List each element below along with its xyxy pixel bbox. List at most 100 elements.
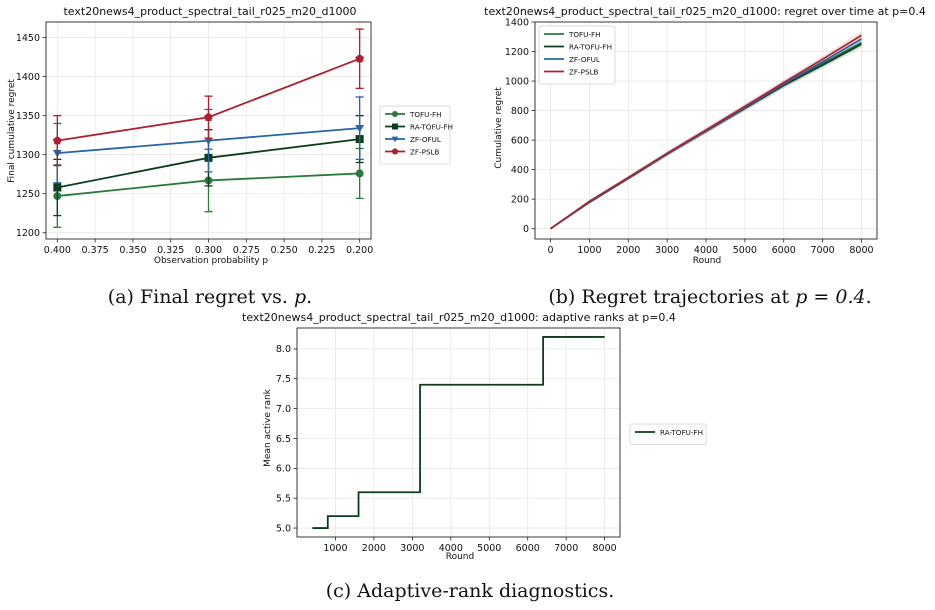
chart-b-xtick-label: 5000 xyxy=(733,245,757,256)
chart-c-ticks: 1000 2000 3000 4000 5000 6000 7000 8000 5.0 5.5 6.… xyxy=(276,344,617,554)
caption-b-suffix: . xyxy=(865,286,872,308)
chart-a-ytick-label: 1250 xyxy=(16,189,40,200)
caption-a: (a) Final regret vs. p. xyxy=(80,286,340,308)
chart-c-grid xyxy=(297,328,620,537)
chart-b-ytick-label: 1000 xyxy=(505,76,529,87)
caption-c: (c) Adaptive-rank diagnostics. xyxy=(310,580,630,602)
chart-a-xtick-label: 0.275 xyxy=(233,245,260,256)
series-line-ra-tofu-fh xyxy=(312,336,605,529)
chart-c-legend-frame xyxy=(629,423,707,445)
chart-b-xtick-label: 2000 xyxy=(616,245,640,256)
caption-a-prefix: (a) Final regret vs. xyxy=(107,286,294,308)
chart-adaptive-ranks: text20news4_product_spectral_tail_r025_m… xyxy=(242,311,707,562)
chart-a-xtick-label: 0.300 xyxy=(195,245,222,256)
chart-b-ylabel: Cumulative regret xyxy=(494,87,504,169)
chart-a-legend: TOFU-FH RA-TOFU-FH ZF-OFUL ZF-PSLB xyxy=(379,105,453,165)
chart-b-ytick-label: 400 xyxy=(511,165,529,176)
chart-b-legend: TOFU-FH RA-TOFU-FH ZF-OFUL ZF-PSLB xyxy=(538,25,616,85)
chart-c-ytick-label: 6.5 xyxy=(276,434,291,445)
chart-a-legend-frame xyxy=(379,105,451,165)
chart-c-xtick-label: 2000 xyxy=(362,543,386,554)
chart-b-xtick-label: 4000 xyxy=(694,245,718,256)
chart-b-xtick-label: 3000 xyxy=(655,245,679,256)
chart-c-xtick-label: 1000 xyxy=(323,543,347,554)
chart-b-legend-frame xyxy=(538,25,616,85)
band-ra-tofu-fh xyxy=(550,40,862,229)
chart-a-ytick-label: 1350 xyxy=(16,111,40,122)
chart-c-xtick-label: 5000 xyxy=(477,543,501,554)
chart-b-legend-label-zf-oful: ZF-OFUL xyxy=(569,55,600,64)
chart-a-ylabel: Final cumulative regret xyxy=(7,79,17,183)
caption-b-math: p = 0.4 xyxy=(795,286,866,308)
chart-a-xtick-label: 0.225 xyxy=(308,245,335,256)
chart-a-legend-marker-ra-tofu-fh xyxy=(392,123,398,130)
chart-a-title: text20news4_product_spectral_tail_r025_m… xyxy=(63,5,356,18)
chart-c-xtick-label: 7000 xyxy=(554,543,578,554)
chart-b-legend-label-zf-pslb: ZF-PSLB xyxy=(569,68,599,77)
point-zf-pslb xyxy=(355,54,365,63)
chart-b-ticks: 0 1000 2000 3000 4000 5000 6000 7000 8000 0 200 400… xyxy=(505,17,874,256)
point-zf-pslb xyxy=(204,112,213,121)
chart-c-ylabel: Mean active rank xyxy=(263,388,273,467)
chart-c-frame xyxy=(296,327,621,538)
chart-c-title: text20news4_product_spectral_tail_r025_m… xyxy=(242,311,676,324)
chart-final-regret: text20news4_product_spectral_tail_r025_m… xyxy=(7,5,453,266)
point-zf-pslb xyxy=(52,136,62,145)
chart-a-xtick-label: 0.325 xyxy=(157,245,184,256)
chart-regret-trajectories: text20news4_product_spectral_tail_r025_m… xyxy=(484,5,926,266)
chart-a-legend-label-ra-tofu-fh: RA-TOFU-FH xyxy=(410,123,453,132)
chart-c-ytick-label: 5.5 xyxy=(276,493,291,504)
chart-b-ytick-label: 200 xyxy=(511,194,529,205)
chart-a-legend-marker-tofu-fh xyxy=(392,111,398,117)
chart-a-xtick-label: 0.350 xyxy=(119,245,146,256)
chart-b-marks xyxy=(550,31,862,230)
chart-b-ytick-label: 0 xyxy=(523,224,529,235)
chart-b-title: text20news4_product_spectral_tail_r025_m… xyxy=(484,5,926,18)
chart-c-marks xyxy=(312,336,605,529)
series-line-zf-pslb xyxy=(550,34,862,230)
band-tofu-fh xyxy=(550,39,862,229)
chart-a-ytick-label: 1400 xyxy=(16,72,40,83)
chart-c-xtick-label: 8000 xyxy=(593,543,617,554)
chart-a-xtick-label: 0.400 xyxy=(44,245,71,256)
chart-c-xtick-label: 6000 xyxy=(516,543,540,554)
chart-a-legend-marker-zf-pslb xyxy=(391,148,399,155)
chart-b-xlabel: Round xyxy=(693,256,721,266)
point-zf-oful xyxy=(355,124,365,133)
chart-c-legend-label-ra-tofu-fh: RA-TOFU-FH xyxy=(660,428,703,437)
chart-c-ytick-label: 8.0 xyxy=(276,344,291,355)
chart-a-ticks: 0.400 0.375 0.350 0.325 0.300 0.275 0.250 0.225… xyxy=(16,33,373,256)
chart-a-legend-label-tofu-fh: TOFU-FH xyxy=(409,110,442,119)
chart-a-xtick-label: 0.250 xyxy=(270,245,297,256)
chart-a-ytick-label: 1200 xyxy=(16,228,40,239)
caption-a-suffix: . xyxy=(306,286,313,308)
chart-b-xtick-label: 8000 xyxy=(849,245,873,256)
chart-a-ytick-label: 1450 xyxy=(16,33,40,44)
point-ra-tofu-fh xyxy=(53,183,62,192)
chart-c-legend: RA-TOFU-FH xyxy=(629,423,707,445)
chart-b-xtick-label: 7000 xyxy=(810,245,834,256)
chart-c-axes xyxy=(296,327,621,538)
chart-a-legend-label-zf-oful: ZF-OFUL xyxy=(410,135,441,144)
chart-a-xtick-label: 0.200 xyxy=(346,245,373,256)
chart-b-ytick-label: 600 xyxy=(511,135,529,146)
chart-b-legend-label-ra-tofu-fh: RA-TOFU-FH xyxy=(569,43,612,52)
caption-a-var: p xyxy=(293,286,307,308)
chart-c-xtick-label: 3000 xyxy=(400,543,424,554)
chart-c-ytick-label: 6.0 xyxy=(276,464,291,475)
chart-b-legend-label-tofu-fh: TOFU-FH xyxy=(568,30,601,39)
chart-a-xlabel: Observation probability p xyxy=(154,256,269,266)
chart-c-xtick-label: 4000 xyxy=(439,543,463,554)
chart-b-xtick-label: 1000 xyxy=(577,245,601,256)
chart-a-legend-label-zf-pslb: ZF-PSLB xyxy=(410,148,440,157)
chart-b-ytick-label: 1400 xyxy=(505,17,529,28)
chart-a-ytick-label: 1300 xyxy=(16,150,40,161)
caption-c-text: (c) Adaptive-rank diagnostics. xyxy=(325,580,615,602)
chart-b-xtick-label: 6000 xyxy=(772,245,796,256)
chart-a-xtick-label: 0.375 xyxy=(82,245,109,256)
chart-a-legend-marker-zf-oful xyxy=(391,136,399,143)
chart-c-ytick-label: 5.0 xyxy=(276,523,291,534)
chart-b-ytick-label: 1200 xyxy=(505,47,529,58)
chart-a-marks xyxy=(52,28,365,228)
point-tofu-fh xyxy=(355,169,364,178)
